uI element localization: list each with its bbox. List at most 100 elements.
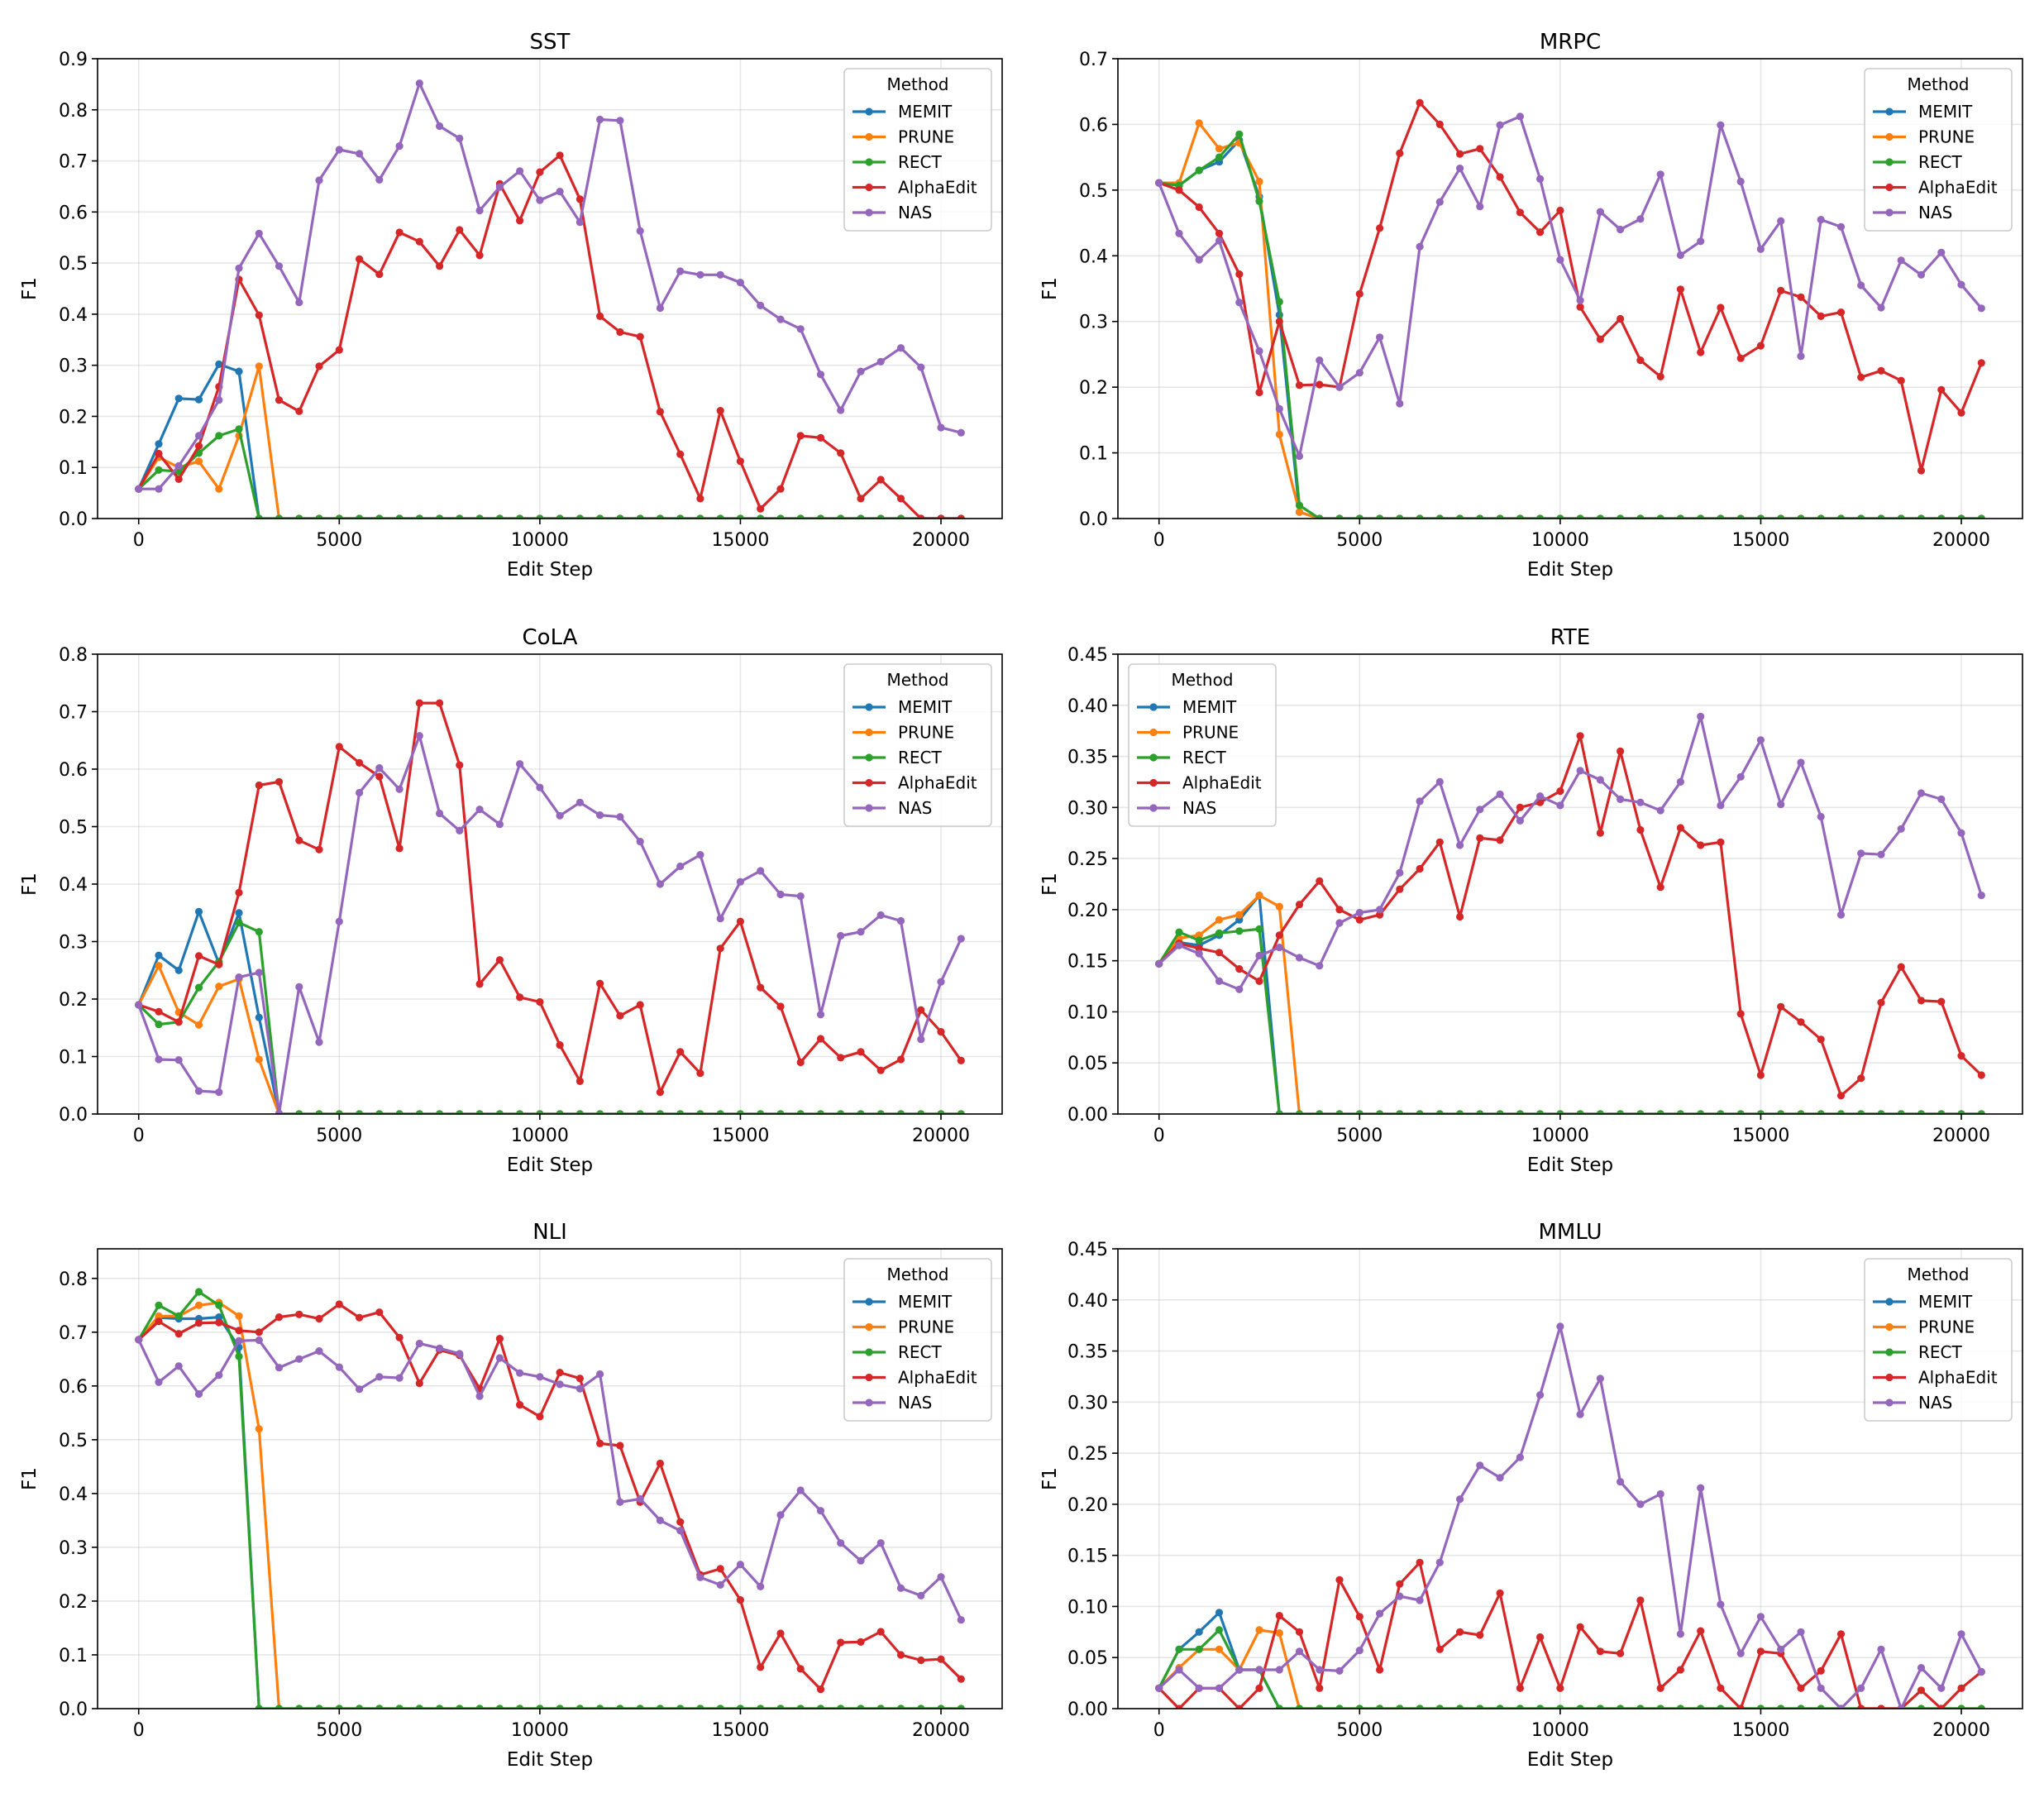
data-point (375, 175, 384, 184)
data-point (1756, 736, 1765, 744)
y-tick-label: 0.7 (1079, 50, 1108, 70)
data-point (816, 1035, 825, 1043)
data-point (716, 407, 724, 415)
y-tick-label: 0.7 (59, 152, 88, 173)
y-tick-label: 0.05 (1067, 1648, 1108, 1669)
x-tick-label: 0 (133, 1720, 145, 1741)
x-tick-label: 20000 (1932, 530, 1990, 551)
data-point (155, 485, 163, 493)
legend-marker (865, 1399, 873, 1407)
x-tick-label: 10000 (511, 1126, 569, 1146)
data-point (235, 909, 243, 917)
data-point (1977, 1071, 1985, 1079)
legend-entry-prune: PRUNE (852, 723, 954, 743)
legend-entry-nas: NAS (852, 1393, 932, 1413)
data-point (1456, 150, 1464, 158)
data-point (495, 820, 504, 829)
data-point (957, 1056, 965, 1064)
data-point (816, 371, 825, 379)
data-point (1335, 514, 1344, 519)
data-point (1756, 1110, 1765, 1114)
data-point (1676, 514, 1684, 519)
legend-label: PRUNE (898, 127, 954, 147)
data-point (1977, 359, 1985, 367)
data-point (1516, 1110, 1524, 1114)
data-point (155, 449, 163, 458)
data-point (1476, 145, 1484, 153)
data-point (194, 432, 203, 440)
data-point (1295, 1628, 1304, 1636)
data-point (395, 1705, 404, 1709)
data-point (716, 270, 724, 279)
legend-marker (1885, 158, 1894, 166)
data-point (516, 1705, 524, 1709)
data-point (1456, 912, 1464, 921)
data-point (596, 1705, 604, 1709)
legend-marker (865, 1373, 873, 1382)
y-axis-label: F1 (19, 277, 41, 300)
data-point (356, 1705, 364, 1709)
data-point (696, 270, 704, 279)
data-point (616, 1110, 624, 1114)
data-point (1416, 1558, 1424, 1566)
data-point (436, 1344, 444, 1352)
data-point (295, 514, 303, 519)
data-point (1937, 1705, 1946, 1709)
data-point (716, 1110, 724, 1114)
series-alphaedit (135, 151, 965, 519)
data-point (1155, 179, 1163, 187)
data-point (556, 1705, 564, 1709)
data-point (616, 514, 624, 519)
data-point (1596, 1110, 1604, 1114)
data-point (255, 1055, 263, 1064)
data-point (1797, 758, 1805, 767)
data-point (1877, 1110, 1885, 1114)
data-point (1897, 376, 1905, 385)
data-point (315, 514, 323, 519)
y-tick-label: 0.2 (59, 1592, 88, 1613)
data-point (1636, 1500, 1645, 1509)
data-point (1195, 936, 1203, 944)
series-line-nas (1158, 1325, 1983, 1709)
legend-marker (865, 208, 873, 217)
y-tick-label: 0.6 (59, 203, 88, 223)
data-point (356, 255, 364, 263)
legend-entry-alphaedit: AlphaEdit (1873, 178, 1998, 198)
data-point (174, 461, 183, 471)
legend-label: MEMIT (898, 697, 953, 717)
data-point (1957, 1052, 1965, 1060)
data-point (1416, 1110, 1424, 1114)
x-tick-label: 10000 (1531, 530, 1589, 551)
data-point (1817, 1684, 1825, 1692)
x-tick-label: 15000 (1731, 530, 1789, 551)
data-point (757, 301, 765, 309)
series-line-rect (1158, 927, 1982, 1114)
data-point (937, 1573, 945, 1581)
y-tick-label: 0.1 (59, 1048, 88, 1069)
legend-label: RECT (898, 1342, 942, 1362)
x-tick-label: 10000 (1531, 1126, 1589, 1146)
data-point (356, 514, 364, 519)
legend-title: Method (886, 670, 948, 690)
axes-frame (97, 1248, 1003, 1709)
series-nas (135, 79, 965, 493)
data-point (857, 928, 865, 936)
data-point (1797, 293, 1805, 301)
data-point (375, 1308, 384, 1317)
data-point (1155, 1684, 1163, 1692)
legend-box (1128, 663, 1277, 827)
data-point (1316, 514, 1324, 519)
data-point (456, 226, 464, 234)
data-point (215, 396, 223, 404)
data-point (456, 1350, 464, 1358)
data-point (1235, 965, 1244, 973)
data-point (495, 1335, 504, 1343)
data-point (315, 176, 323, 184)
data-point (1195, 203, 1203, 212)
legend-entry-nas: NAS (852, 203, 932, 222)
data-point (275, 396, 284, 404)
data-point (174, 1362, 183, 1370)
data-point (736, 1705, 744, 1709)
data-point (575, 1384, 585, 1393)
data-point (1556, 1705, 1564, 1709)
